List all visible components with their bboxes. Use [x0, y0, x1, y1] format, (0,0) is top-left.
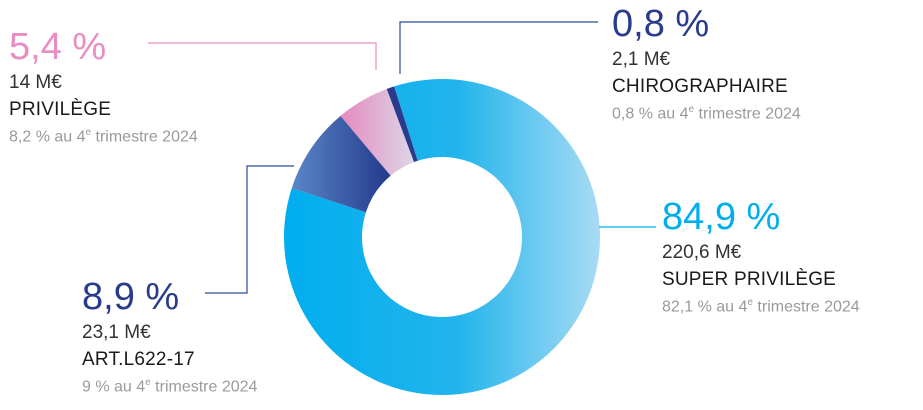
- amount-art-l622-17: 23,1 M€: [82, 322, 151, 343]
- pct-privilege: 5,4 %: [9, 26, 107, 68]
- amount-privilege: 14 M€: [9, 72, 62, 93]
- previous-privilege: 8,2 % au 4e trimestre 2024: [9, 127, 198, 146]
- pct-chirographaire: 0,8 %: [612, 3, 710, 45]
- slice-super-privilege: [284, 79, 601, 395]
- category-art-l622-17: ART.L622-17: [82, 349, 195, 370]
- slice-chirographaire: [386, 86, 418, 163]
- slice-privilege: [340, 89, 414, 176]
- amount-chirographaire: 2,1 M€: [612, 49, 671, 70]
- leader-line-privilege: [148, 42, 377, 70]
- pct-art-l622-17: 8,9 %: [82, 276, 180, 318]
- previous-super-privilege: 82,1 % au 4e trimestre 2024: [662, 297, 860, 316]
- label-privilege: 5,4 % 14 M€ PRIVILÈGE 8,2 % au 4e trimes…: [9, 28, 198, 145]
- category-super-privilege: SUPER PRIVILÈGE: [662, 269, 837, 290]
- leader-line-art-l622-17: [205, 165, 294, 294]
- label-super-privilege: 84,9 % 220,6 M€ SUPER PRIVILÈGE 82,1 % a…: [662, 198, 860, 315]
- label-art-l622-17: 8,9 % 23,1 M€ ART.L622-17 9 % au 4e trim…: [82, 278, 257, 395]
- category-chirographaire: CHIROGRAPHAIRE: [612, 76, 788, 97]
- pct-super-privilege: 84,9 %: [662, 196, 781, 238]
- leader-line-chirographaire: [399, 21, 598, 74]
- slice-art-l622-17: [291, 115, 391, 213]
- previous-chirographaire: 0,8 % au 4e trimestre 2024: [612, 104, 801, 123]
- previous-art-l622-17: 9 % au 4e trimestre 2024: [82, 377, 258, 396]
- label-chirographaire: 0,8 % 2,1 M€ CHIROGRAPHAIRE 0,8 % au 4e …: [612, 5, 801, 122]
- amount-super-privilege: 220,6 M€: [662, 242, 742, 263]
- category-privilege: PRIVILÈGE: [9, 99, 112, 120]
